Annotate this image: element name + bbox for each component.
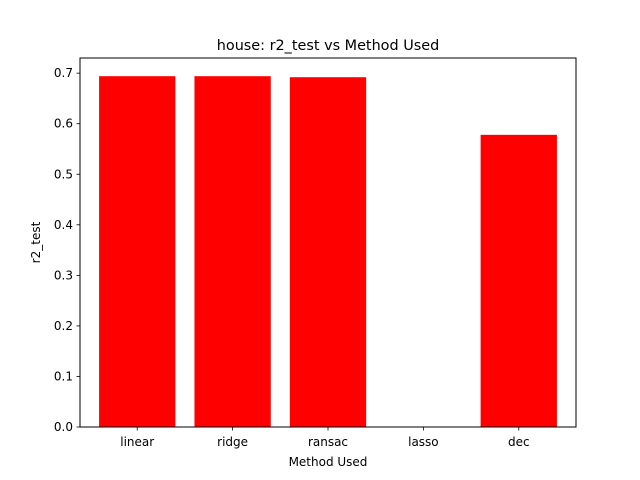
x-tick-label: lasso bbox=[408, 435, 439, 449]
bars-group bbox=[99, 76, 557, 427]
y-tick-label: 0.7 bbox=[54, 66, 73, 80]
y-tick-label: 0.3 bbox=[54, 268, 73, 282]
y-tick-label: 0.2 bbox=[54, 319, 73, 333]
x-tick-label: dec bbox=[508, 435, 530, 449]
bar-ridge bbox=[194, 76, 271, 427]
chart-title: house: r2_test vs Method Used bbox=[217, 38, 439, 54]
y-tick-label: 0.6 bbox=[54, 117, 73, 131]
x-tick-label: linear bbox=[120, 435, 154, 449]
x-axis-label: Method Used bbox=[289, 455, 368, 469]
y-axis-label: r2_test bbox=[29, 221, 43, 263]
y-tick-label: 0.4 bbox=[54, 218, 73, 232]
bar-linear bbox=[99, 76, 176, 427]
bar-ransac bbox=[289, 77, 367, 427]
x-axis-ticks: linear ridge ransac lasso dec bbox=[120, 427, 530, 449]
y-tick-label: 0.5 bbox=[54, 167, 73, 181]
y-tick-label: 0.0 bbox=[54, 420, 73, 434]
x-tick-label: ransac bbox=[308, 435, 348, 449]
y-tick-label: 0.1 bbox=[54, 369, 73, 383]
x-tick-label: ridge bbox=[217, 435, 248, 449]
y-axis-ticks: 0.0 0.1 0.2 0.3 0.4 0.5 0.6 0.7 bbox=[54, 66, 80, 434]
bar-dec bbox=[480, 134, 557, 427]
